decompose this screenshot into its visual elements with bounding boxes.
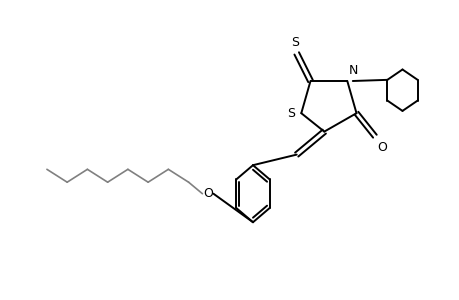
Text: S: S [286, 107, 294, 120]
Text: N: N [348, 64, 358, 77]
Text: S: S [290, 36, 298, 49]
Text: O: O [376, 141, 386, 154]
Text: O: O [202, 187, 213, 200]
